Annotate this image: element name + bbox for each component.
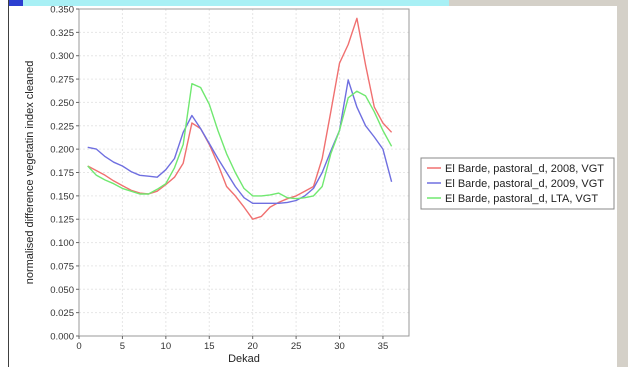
legend-label-1: El Barde, pastoral_d, 2009, VGT bbox=[445, 178, 604, 190]
y-tick-label: 0.275 bbox=[50, 75, 74, 86]
x-axis-ticks: 0 5 10 15 20 25 30 35 bbox=[76, 336, 388, 352]
x-tick-label: 5 bbox=[120, 341, 125, 352]
y-tick-label: 0.150 bbox=[50, 191, 74, 202]
series-lines bbox=[87, 17, 393, 220]
y-axis-title: normalised difference vegetatin index cl… bbox=[24, 61, 36, 285]
series-line-1 bbox=[87, 79, 393, 205]
x-axis-title: Dekad bbox=[228, 353, 260, 365]
y-tick-label: 0.225 bbox=[50, 121, 74, 132]
series-line-2 bbox=[87, 82, 393, 200]
y-tick-label: 0.025 bbox=[50, 308, 74, 319]
x-tick-label: 0 bbox=[76, 341, 81, 352]
x-tick-label: 35 bbox=[378, 341, 389, 352]
y-tick-label: 0.175 bbox=[50, 168, 74, 179]
y-axis-ticks: 0.000 0.025 0.050 0.075 0.100 0.125 0.150 0.175… bbox=[50, 6, 79, 343]
series-line-0 bbox=[87, 17, 393, 220]
x-tick-label: 15 bbox=[204, 341, 215, 352]
ndvi-line-chart: 0.000 0.025 0.050 0.075 0.100 0.125 0.150 0.175… bbox=[24, 6, 615, 365]
y-tick-label: 0.125 bbox=[50, 215, 74, 226]
y-tick-label: 0.100 bbox=[50, 238, 74, 249]
y-tick-label: 0.075 bbox=[50, 261, 74, 272]
y-tick-label: 0.000 bbox=[50, 332, 74, 343]
window-left-strip bbox=[0, 0, 8, 367]
chart-panel: 0.000 0.025 0.050 0.075 0.100 0.125 0.150 0.175… bbox=[9, 6, 617, 367]
x-tick-label: 30 bbox=[334, 341, 345, 352]
y-tick-label: 0.250 bbox=[50, 98, 74, 109]
y-tick-label: 0.300 bbox=[50, 51, 74, 62]
y-tick-label: 0.350 bbox=[50, 6, 74, 16]
legend-label-2: El Barde, pastoral_d, LTA, VGT bbox=[445, 193, 598, 205]
window-left-border bbox=[8, 0, 9, 367]
legend-box bbox=[420, 157, 615, 210]
grid-lines bbox=[78, 8, 409, 337]
legend: El Barde, pastoral_d, 2008, VGT El Barde,… bbox=[420, 157, 615, 210]
y-tick-label: 0.200 bbox=[50, 145, 74, 156]
window-right-gap bbox=[617, 0, 628, 367]
x-tick-label: 25 bbox=[291, 341, 302, 352]
y-tick-label: 0.325 bbox=[50, 28, 74, 39]
x-tick-label: 10 bbox=[161, 341, 172, 352]
y-tick-label: 0.050 bbox=[50, 285, 74, 296]
x-tick-label: 20 bbox=[247, 341, 258, 352]
top-badge bbox=[9, 0, 23, 6]
legend-label-0: El Barde, pastoral_d, 2008, VGT bbox=[445, 163, 604, 175]
